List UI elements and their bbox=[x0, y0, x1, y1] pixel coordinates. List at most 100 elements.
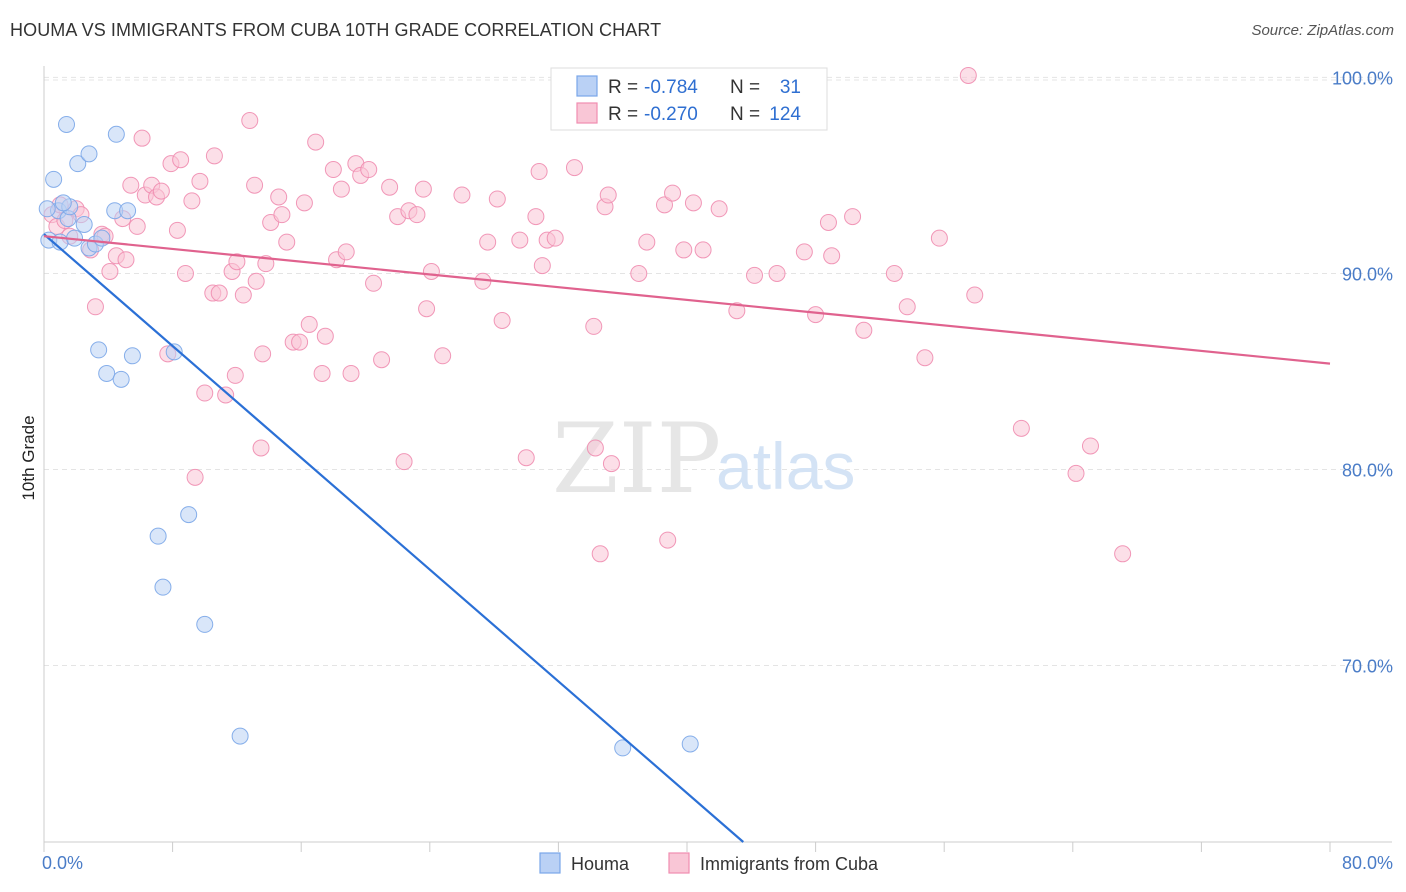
cuba-point-98 bbox=[664, 184, 682, 202]
cuba-point-37 bbox=[228, 253, 246, 271]
cuba-point-26 bbox=[176, 264, 194, 282]
cuba-point-107 bbox=[807, 306, 825, 324]
cuba-point-70 bbox=[408, 206, 426, 224]
cuba-point-84 bbox=[533, 257, 551, 275]
legend-r-label-houma: R = bbox=[608, 77, 638, 98]
houma-point-15 bbox=[98, 364, 116, 382]
cuba-point-89 bbox=[586, 439, 604, 457]
legend-n-value-cuba: 124 bbox=[769, 104, 801, 125]
cuba-point-30 bbox=[196, 384, 214, 402]
cuba-point-29 bbox=[191, 172, 209, 190]
houma-point-21 bbox=[149, 527, 167, 545]
houma-point-17 bbox=[107, 125, 125, 143]
legend-swatch-cuba bbox=[576, 102, 598, 124]
y-tick-label-2: 90.0% bbox=[1342, 264, 1393, 284]
houma-point-26 bbox=[231, 727, 249, 745]
cuba-point-94 bbox=[630, 264, 648, 282]
watermark-zip: ZIP bbox=[552, 403, 721, 515]
legend-r-value-houma: -0.784 bbox=[644, 77, 698, 98]
x-tick-label-1: 80.0% bbox=[1342, 853, 1393, 873]
legend-n-label-houma: N = bbox=[730, 77, 760, 98]
cuba-point-50 bbox=[291, 333, 309, 351]
cuba-point-54 bbox=[313, 364, 331, 382]
houma-point-11 bbox=[80, 145, 98, 163]
cuba-point-11 bbox=[101, 262, 119, 280]
axes bbox=[43, 66, 1392, 852]
cuba-point-77 bbox=[479, 233, 497, 251]
cuba-point-96 bbox=[655, 196, 673, 214]
cuba-point-65 bbox=[373, 351, 391, 369]
cuba-point-21 bbox=[152, 182, 170, 200]
cuba-point-109 bbox=[823, 247, 841, 265]
cuba-point-34 bbox=[217, 386, 235, 404]
cuba-point-42 bbox=[252, 439, 270, 457]
legend-r-value-cuba: -0.270 bbox=[644, 104, 698, 125]
cuba-point-79 bbox=[493, 312, 511, 330]
cuba-point-68 bbox=[395, 453, 413, 471]
cuba-point-38 bbox=[234, 286, 252, 304]
houma-point-24 bbox=[180, 506, 198, 524]
cuba-point-92 bbox=[599, 186, 617, 204]
cuba-point-17 bbox=[133, 129, 151, 147]
legend-box: R = -0.784 N = 31 R = -0.270 N = 124 bbox=[550, 67, 828, 131]
houma-point-29 bbox=[38, 200, 56, 218]
grid-lines bbox=[44, 76, 1392, 667]
cuba-point-51 bbox=[295, 194, 313, 212]
cuba-point-43 bbox=[254, 345, 272, 363]
cuba-point-25 bbox=[172, 151, 190, 169]
cuba-point-27 bbox=[183, 192, 201, 210]
cuba-point-88 bbox=[585, 317, 603, 335]
houma-point-1 bbox=[45, 170, 63, 188]
cuba-point-58 bbox=[332, 180, 350, 198]
cuba-point-72 bbox=[418, 300, 436, 318]
trend-lines bbox=[43, 233, 1331, 843]
cuba-point-121 bbox=[1114, 545, 1132, 563]
bottom-legend-cuba: Immigrants from Cuba bbox=[700, 854, 879, 874]
source-label: Source: ZipAtlas.com bbox=[1251, 22, 1394, 39]
cuba-point-63 bbox=[360, 161, 378, 179]
cuba-point-59 bbox=[337, 243, 355, 261]
houma-point-27 bbox=[614, 739, 632, 757]
cuba-point-14 bbox=[117, 251, 135, 269]
bottom-legend-houma: Houma bbox=[571, 854, 630, 874]
cuba-point-104 bbox=[746, 266, 764, 284]
cuba-point-86 bbox=[546, 229, 564, 247]
cuba-point-33 bbox=[210, 284, 228, 302]
cuba-point-90 bbox=[591, 545, 609, 563]
cuba-point-32 bbox=[205, 147, 223, 165]
cuba-point-118 bbox=[1012, 419, 1030, 437]
cuba-point-64 bbox=[365, 274, 383, 292]
y-tick-label-3: 100.0% bbox=[1332, 68, 1393, 88]
cuba-point-87 bbox=[565, 159, 583, 177]
cuba-point-101 bbox=[694, 241, 712, 259]
houma-point-19 bbox=[119, 202, 137, 220]
cuba-point-117 bbox=[966, 286, 984, 304]
cuba-point-39 bbox=[241, 112, 259, 130]
cuba-point-100 bbox=[684, 194, 702, 212]
cuba-point-106 bbox=[795, 243, 813, 261]
cuba-point-74 bbox=[434, 347, 452, 365]
cuba-point-15 bbox=[122, 176, 140, 194]
cuba-point-24 bbox=[168, 221, 186, 239]
houma-point-8 bbox=[69, 155, 87, 173]
cuba-point-82 bbox=[527, 208, 545, 226]
cuba-point-75 bbox=[453, 186, 471, 204]
watermark: ZIP atlas bbox=[552, 403, 855, 515]
houma-point-4 bbox=[58, 115, 76, 133]
cuba-point-78 bbox=[488, 190, 506, 208]
cuba-point-60 bbox=[342, 364, 360, 382]
x-tick-labels: 0.0% 80.0% bbox=[42, 853, 1393, 873]
cuba-point-55 bbox=[316, 327, 334, 345]
cuba-point-112 bbox=[885, 264, 903, 282]
data-points bbox=[38, 66, 1132, 757]
cuba-point-73 bbox=[422, 262, 440, 280]
cuba-point-120 bbox=[1081, 437, 1099, 455]
legend-r-label-cuba: R = bbox=[608, 104, 638, 125]
cuba-point-28 bbox=[186, 468, 204, 486]
cuba-point-53 bbox=[307, 133, 325, 151]
y-axis-label: 10th Grade bbox=[19, 415, 38, 500]
cuba-point-93 bbox=[602, 455, 620, 473]
legend-n-label-cuba: N = bbox=[730, 104, 760, 125]
houma-trend-line bbox=[43, 233, 744, 843]
